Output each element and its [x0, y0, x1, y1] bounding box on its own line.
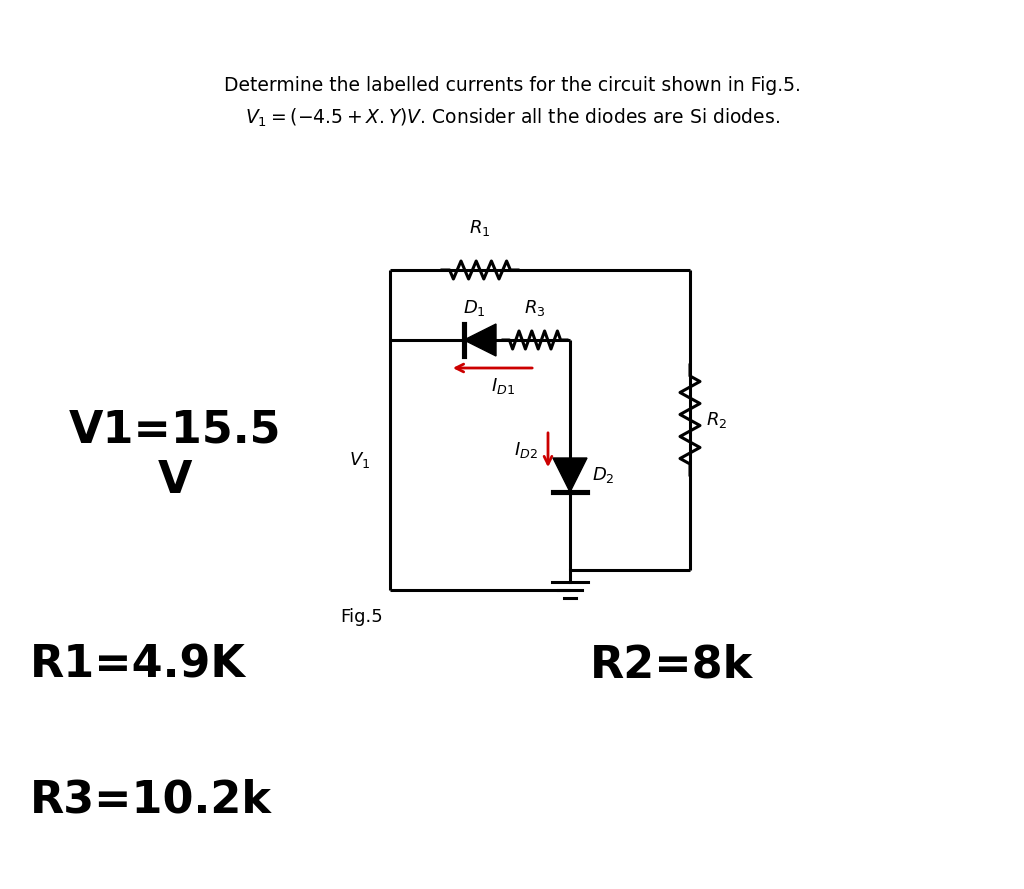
Text: Determine the labelled currents for the circuit shown in Fig.5.: Determine the labelled currents for the … [223, 76, 801, 94]
Text: $D_2$: $D_2$ [592, 465, 614, 485]
Text: V: V [158, 459, 193, 501]
Text: $R_1$: $R_1$ [469, 218, 490, 238]
Text: Fig.5: Fig.5 [340, 608, 383, 626]
Text: $R_2$: $R_2$ [706, 410, 727, 430]
Text: R2=8k: R2=8k [590, 644, 754, 686]
Text: R1=4.9K: R1=4.9K [30, 644, 246, 686]
Text: $I_{D1}$: $I_{D1}$ [490, 376, 514, 396]
Text: $I_{D2}$: $I_{D2}$ [514, 440, 538, 460]
Text: R3=10.2k: R3=10.2k [30, 779, 272, 821]
Text: $V_1$: $V_1$ [349, 450, 370, 470]
Text: $V_1 = (-4.5 + X.Y)V$. Consider all the diodes are Si diodes.: $V_1 = (-4.5 + X.Y)V$. Consider all the … [245, 107, 779, 129]
Text: $R_3$: $R_3$ [524, 298, 546, 318]
Polygon shape [464, 324, 496, 356]
Polygon shape [553, 458, 587, 492]
Text: $D_1$: $D_1$ [463, 298, 485, 318]
Text: V1=15.5: V1=15.5 [69, 409, 282, 452]
